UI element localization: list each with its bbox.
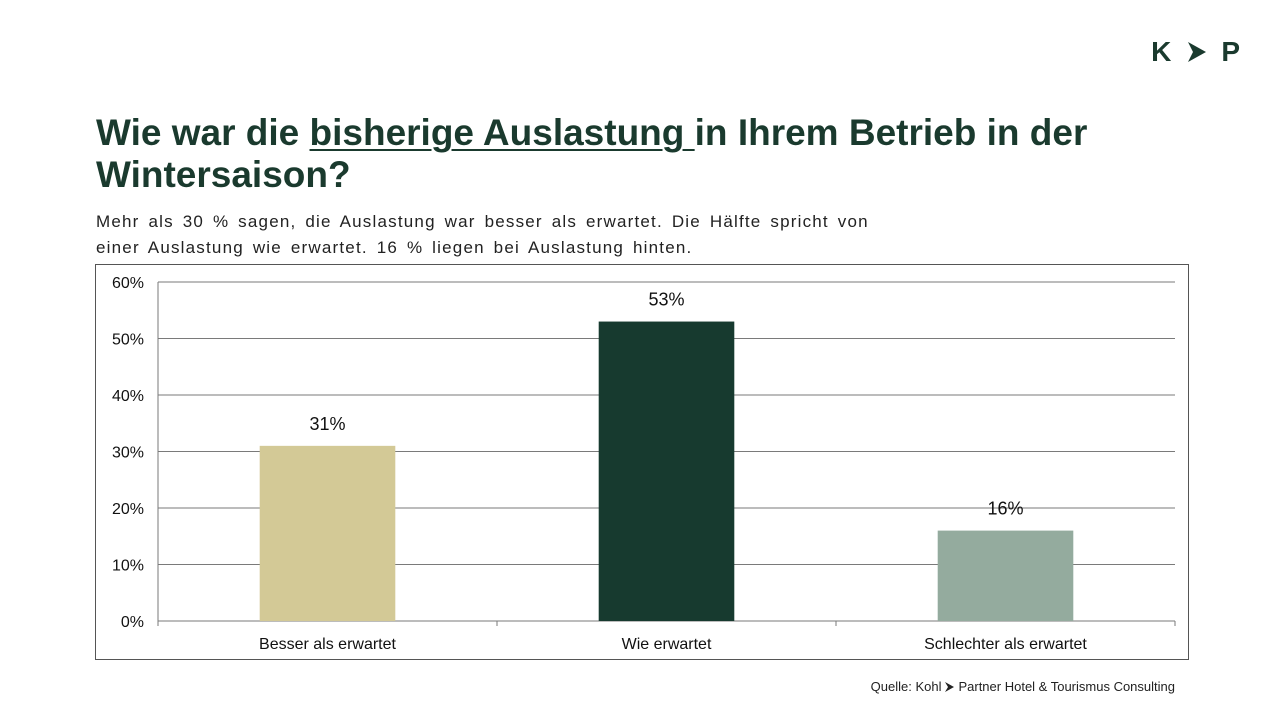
x-category-label: Schlechter als erwartet bbox=[924, 636, 1087, 653]
title-part2: in Ihrem Betrieb in der Wintersaison? bbox=[96, 112, 1088, 195]
logo-letter-p: P bbox=[1221, 36, 1240, 67]
bar bbox=[598, 321, 735, 621]
y-tick-label: 60% bbox=[112, 275, 144, 292]
company-logo: K P bbox=[1151, 34, 1240, 70]
chart-frame: 0% 10% 20% 30% 40% 50% 60% 31% Besser als erwart… bbox=[95, 264, 1189, 660]
x-category-label: Besser als erwartet bbox=[259, 636, 396, 653]
bar-data-label: 16% bbox=[987, 499, 1023, 519]
y-tick-label: 0% bbox=[121, 614, 144, 631]
bar-data-label: 31% bbox=[309, 414, 345, 434]
bar bbox=[937, 530, 1074, 621]
y-tick-label: 10% bbox=[112, 558, 144, 575]
source-note: Quelle: Kohl Partner Hotel & Tourismus C… bbox=[871, 679, 1175, 694]
title-underlined: bisherige Auslastung bbox=[309, 112, 695, 153]
chevron-right-icon bbox=[945, 681, 955, 692]
x-category-label: Wie erwartet bbox=[622, 636, 712, 653]
logo-letter-k: K bbox=[1151, 36, 1172, 67]
y-tick-label: 40% bbox=[112, 388, 144, 405]
page-title: Wie war die bisherige Auslastung in Ihre… bbox=[96, 112, 1156, 196]
bar-chart: 0% 10% 20% 30% 40% 50% 60% 31% Besser als erwart… bbox=[112, 275, 1176, 653]
bar-data-label: 53% bbox=[648, 290, 684, 310]
source-prefix: Quelle: Kohl bbox=[870, 679, 942, 694]
source-suffix: Partner Hotel & Tourismus Consulting bbox=[958, 679, 1175, 694]
y-tick-label: 30% bbox=[112, 445, 144, 462]
page-subtitle: Mehr als 30 % sagen, die Auslastung war … bbox=[96, 212, 869, 257]
chevron-right-icon bbox=[1188, 42, 1207, 62]
y-tick-label: 20% bbox=[112, 501, 144, 518]
y-tick-label: 50% bbox=[112, 332, 144, 349]
bar bbox=[259, 445, 396, 621]
title-part1: Wie war die bbox=[96, 112, 310, 153]
